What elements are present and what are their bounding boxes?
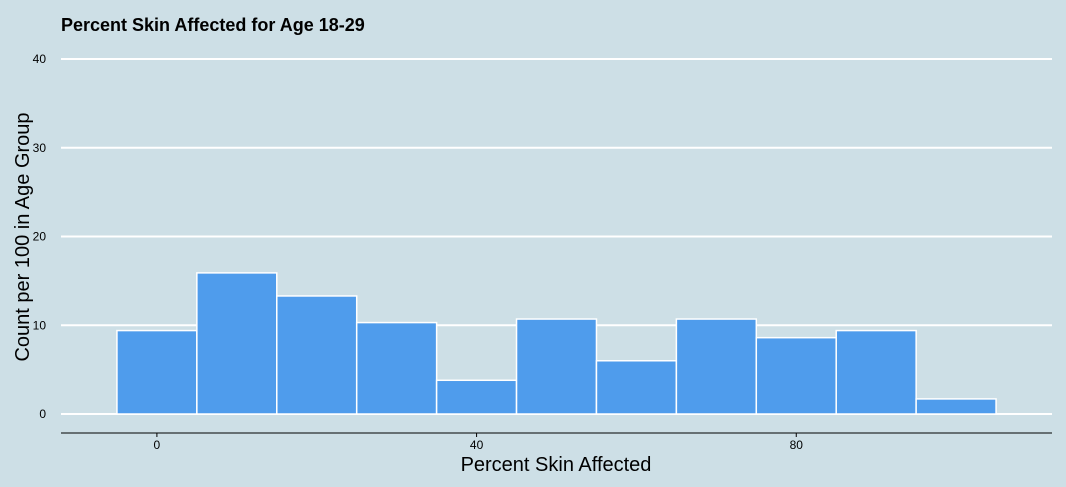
y-tick-label-30: 30 [33,141,47,155]
x-axis-ticks: 0 40 80 [154,433,804,452]
histogram-bar-70 [675,318,758,415]
histogram-bar-10 [196,272,278,415]
y-tick-label-40: 40 [33,52,47,66]
histogram-bar-60 [595,360,678,415]
histogram-bar-80 [755,336,837,415]
y-tick-label-0: 0 [39,407,46,421]
x-tick-label-40: 40 [470,438,484,452]
histogram-bar-50 [515,318,598,415]
y-tick-label-10: 10 [33,318,47,332]
histogram-bar-20 [276,295,358,415]
histogram-bars [116,272,997,415]
y-tick-label-20: 20 [33,230,47,244]
x-axis-title: Percent Skin Affected [461,454,652,476]
histogram-bar-30 [355,321,438,415]
histogram-bar-0 [116,329,198,415]
histogram-bar-40 [435,379,518,415]
chart-title: Percent Skin Affected for Age 18-29 [61,15,365,35]
y-axis-ticks: 0 10 20 30 40 [33,52,47,421]
x-tick-label-0: 0 [154,438,161,452]
y-axis-title: Count per 100 in Age Group [12,112,34,361]
histogram-bar-100 [915,398,997,415]
histogram-bar-90 [835,329,917,415]
x-tick-label-80: 80 [790,438,804,452]
